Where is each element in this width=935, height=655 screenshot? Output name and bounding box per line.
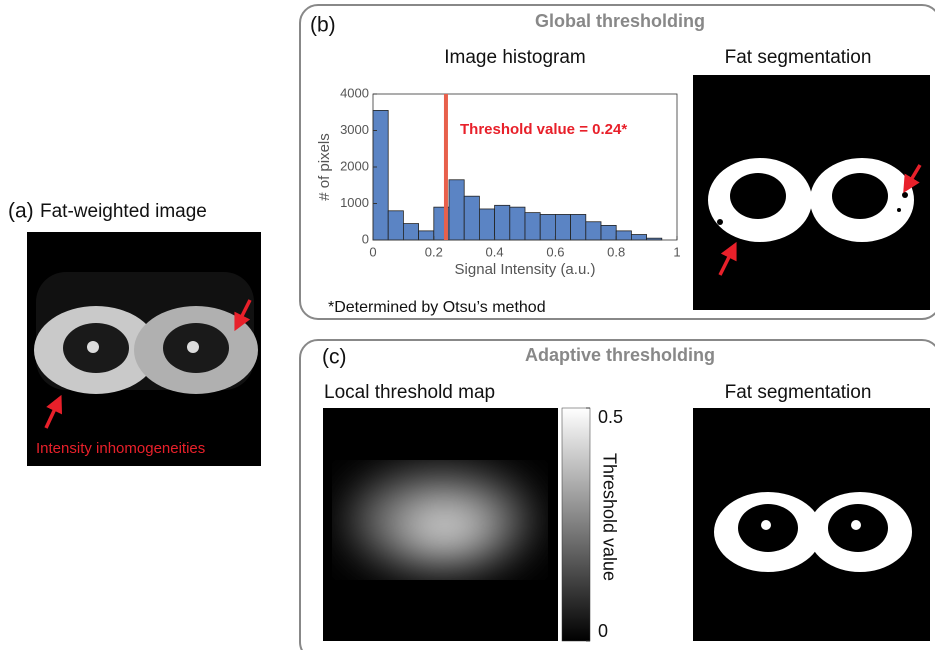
bar [403, 224, 418, 240]
bar [388, 211, 403, 240]
bar [419, 231, 434, 240]
annotation: Intensity inhomogeneities [36, 440, 205, 457]
colorbar-tick-label: 0 [598, 621, 608, 641]
colorbar-label: Threshold value [599, 453, 619, 581]
y-tick-label: 2000 [340, 158, 369, 173]
y-axis-label: # of pixels [316, 133, 333, 201]
bar [571, 214, 586, 240]
panel-title: Adaptive thresholding [525, 345, 715, 365]
bar [631, 235, 646, 240]
y-tick-label: 3000 [340, 122, 369, 137]
fat-image [27, 232, 261, 466]
map-title: Local threshold map [324, 382, 495, 403]
bar [601, 225, 616, 240]
segmentation-image [693, 75, 930, 310]
footnote: *Determined by Otsu’s method [328, 299, 546, 316]
x-axis-label: Signal Intensity (a.u.) [455, 261, 596, 278]
x-tick-label: 0.4 [486, 244, 504, 259]
y-tick-label: 0 [362, 231, 369, 246]
panel-label: (b) [310, 14, 336, 37]
segmentation-title: Fat segmentation [725, 47, 872, 68]
bar [479, 209, 494, 240]
x-tick-label: 0.6 [546, 244, 564, 259]
bar [616, 231, 631, 240]
threshold-map [323, 408, 558, 641]
panel-label: (a) [8, 200, 34, 223]
segmentation-image [693, 408, 930, 641]
bar [555, 214, 570, 240]
figure: (a) Fat-weighted image Intensity inhomog… [0, 0, 935, 650]
panel-title: Global thresholding [535, 11, 705, 31]
bar [495, 205, 510, 240]
bar [525, 213, 540, 240]
bar [464, 196, 479, 240]
y-tick-label: 4000 [340, 85, 369, 100]
y-tick-label: 1000 [340, 195, 369, 210]
x-tick-label: 0 [369, 244, 376, 259]
x-tick-label: 0.2 [425, 244, 443, 259]
bar [510, 207, 525, 240]
colorbar-tick-label: 0.5 [598, 407, 623, 427]
annotation: Threshold value = 0.24* [460, 121, 627, 138]
segmentation-title: Fat segmentation [725, 382, 872, 403]
histogram: 0 0.2 0.4 0.6 0.8 1 0 1000 2000 3000 4000 Threshold… [316, 85, 681, 278]
bar [449, 180, 464, 240]
x-tick-label: 1 [673, 244, 680, 259]
bar [373, 110, 388, 240]
colorbar [562, 408, 590, 641]
panel-title: Fat-weighted image [40, 201, 207, 222]
bar [586, 222, 601, 240]
x-tick-label: 0.8 [607, 244, 625, 259]
panel-label: (c) [322, 346, 347, 369]
bar [540, 214, 555, 240]
chart-title: Image histogram [444, 47, 586, 68]
